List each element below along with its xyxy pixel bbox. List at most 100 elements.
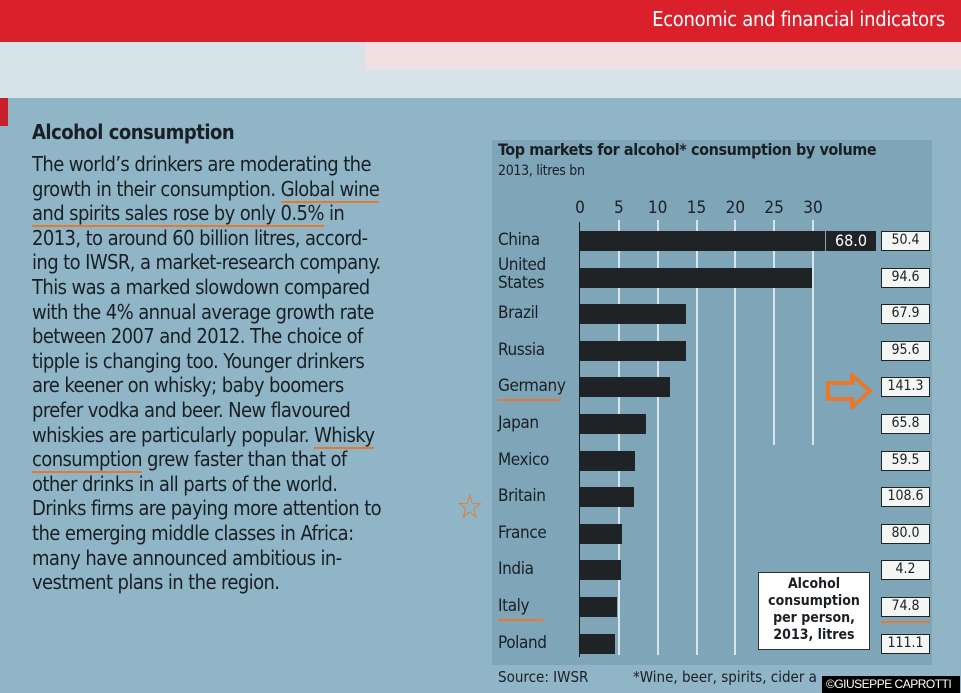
x-tick-label: 25: [764, 198, 784, 218]
bar-poland: [580, 633, 615, 654]
underlined-phrase: Global wine: [280, 176, 380, 203]
article-line: and spirits sales rose by only 0.5% in: [32, 201, 381, 228]
mirror-band: [0, 42, 961, 98]
bar-russia: [580, 340, 686, 361]
article-line: ing to IWSR, a market-research company.: [32, 250, 381, 275]
text-run: 2013, to around 60 billion litres, accor…: [32, 225, 368, 250]
highlight-underline: [498, 619, 543, 621]
gridline: [617, 220, 620, 655]
chart-subtitle: 2013, litres bn: [498, 163, 585, 179]
bar-britain: [580, 487, 635, 508]
bar-france: [580, 523, 622, 544]
gridline: [734, 220, 737, 655]
x-tick-label: 0: [575, 198, 585, 218]
x-tick-label: 15: [686, 198, 707, 218]
text-run: other drinks in all parts of the world.: [32, 471, 338, 496]
category-label: United States: [498, 254, 546, 293]
category-label: Mexico: [498, 449, 549, 470]
text-run: between 2007 and 2012. The choice of: [32, 324, 363, 349]
category-label: Poland: [498, 632, 547, 653]
china-broken-value: 68.0: [826, 231, 876, 251]
category-label: Italy: [498, 596, 530, 616]
category-label: Britain: [498, 486, 546, 507]
text-run: tipple is changing too. Younger drinkers: [32, 348, 365, 373]
category-label: India: [498, 559, 534, 580]
gridline: [695, 220, 698, 655]
section-marker: [0, 98, 8, 126]
gridline: [773, 220, 776, 445]
article-line: the emerging middle classes in Africa:: [32, 521, 381, 546]
article-line: other drinks in all parts of the world.: [32, 472, 381, 497]
per-person-value: 74.8: [881, 597, 930, 617]
article-line: with the 4% annual average growth rate: [32, 300, 381, 325]
per-person-value: 94.6: [881, 267, 930, 288]
article-line: between 2007 and 2012. The choice of: [32, 324, 381, 349]
per-person-value: 108.6: [881, 487, 930, 508]
highlight-underline: [881, 621, 930, 623]
category-label: Brazil: [498, 303, 539, 324]
section-title: Economic and financial indicators: [652, 7, 945, 31]
text-run: grew faster than that of: [141, 447, 347, 472]
article-heading: Alcohol consumption: [32, 120, 235, 144]
text-run: This was a marked slowdown compared: [32, 274, 370, 299]
arrow-right-icon: [826, 373, 874, 409]
x-tick-label: 5: [613, 198, 624, 218]
highlight-underline: [498, 399, 561, 402]
article-line: vestment plans in the region.: [32, 570, 381, 595]
chart-footnote: *Wine, beer, spirits, cider a: [633, 668, 817, 686]
bar-germany: [580, 377, 671, 398]
per-person-callout: Alcohol consumption per person, 2013, li…: [758, 572, 870, 650]
article-line: The world’s drinkers are moderating the: [32, 152, 381, 177]
per-person-value: 80.0: [881, 523, 930, 544]
section-banner: Economic and financial indicators: [0, 0, 961, 42]
article-line: are keener on whisky; baby boomers: [32, 373, 381, 398]
underlined-phrase: and spirits sales rose by only 0.5%: [32, 201, 324, 228]
article-line: whiskies are particularly popular. Whisk…: [32, 422, 381, 449]
article-line: This was a marked slowdown compared: [32, 275, 381, 300]
bar-india: [580, 560, 622, 581]
per-person-value: 50.4: [881, 231, 930, 251]
text-run: growth in their consumption.: [32, 176, 281, 201]
text-run: are keener on whisky; baby boomers: [32, 373, 344, 398]
bar-japan: [580, 414, 647, 434]
category-label: France: [498, 522, 547, 543]
bar-united-states: [580, 267, 813, 288]
bar-brazil: [580, 304, 686, 325]
star-outline-icon: ☆: [456, 487, 484, 527]
article-line: prefer vodka and beer. New flavoured: [32, 398, 381, 423]
text-run: many have announced ambitious in-: [32, 545, 342, 570]
category-label: Germany: [498, 376, 566, 397]
gridline: [656, 220, 659, 655]
per-person-value: 67.9: [881, 304, 930, 325]
article-line: 2013, to around 60 billion litres, accor…: [32, 226, 381, 251]
category-label: Japan: [498, 413, 539, 433]
bar-mexico: [580, 450, 636, 471]
gridline: [812, 220, 814, 445]
text-run: ing to IWSR, a market-research company.: [32, 250, 381, 275]
text-run: The world’s drinkers are moderating the: [32, 152, 372, 176]
bar-china: [580, 231, 825, 251]
x-tick-label: 10: [647, 198, 668, 218]
text-run: vestment plans in the region.: [32, 570, 280, 595]
x-tick-label: 20: [725, 198, 746, 218]
text-run: the emerging middle classes in Africa:: [32, 520, 354, 545]
chart-source: Source: IWSR: [498, 668, 589, 686]
category-label: China: [498, 230, 540, 250]
text-run: in: [323, 201, 345, 226]
watermark: ©GIUSEPPE CAPROTTI: [822, 676, 960, 693]
bar-italy: [580, 597, 618, 617]
chart-title: Top markets for alcohol* consumption by …: [498, 140, 877, 159]
article-line: tipple is changing too. Younger drinkers: [32, 349, 381, 374]
underlined-phrase: consumption: [32, 447, 143, 474]
text-run: whiskies are particularly popular.: [32, 422, 315, 447]
article-line: consumption grew faster than that of: [32, 447, 381, 474]
x-axis-zero-line: [579, 222, 580, 657]
article-body: The world’s drinkers are moderating the g…: [32, 152, 382, 595]
article-line: Drinks firms are paying more attention t…: [32, 496, 382, 521]
category-label: Russia: [498, 339, 545, 360]
per-person-value: 95.6: [881, 340, 930, 361]
per-person-value: 111.1: [881, 633, 930, 654]
per-person-value: 4.2: [881, 560, 930, 581]
text-run: Drinks firms are paying more attention t…: [32, 496, 382, 521]
article-line: many have announced ambitious in-: [32, 546, 381, 571]
